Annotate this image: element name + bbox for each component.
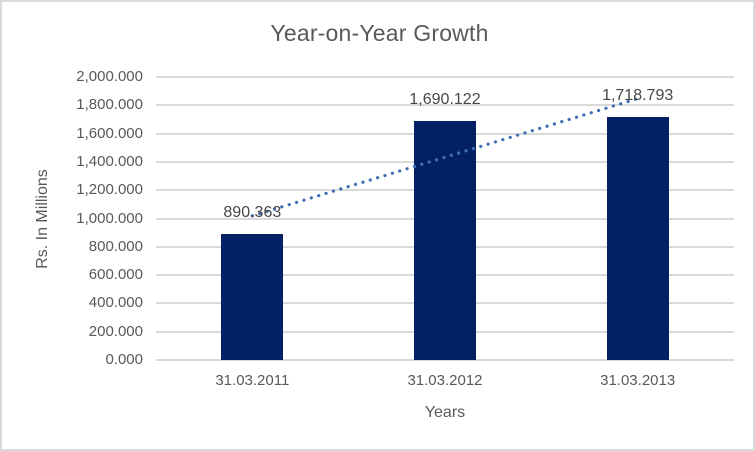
y-tick-label: 1,000.000 [76,209,143,227]
x-tick-label: 31.03.2011 [215,372,290,389]
gridline [156,76,734,78]
y-tick-label: 1,800.000 [76,96,143,114]
y-tick-label: 1,600.000 [76,124,143,142]
x-axis-title: Years [424,404,466,421]
data-label: 890.363 [223,204,282,221]
bar-31.03.2013 [606,116,669,360]
gridline [156,359,734,361]
y-tick-label: 800.000 [88,237,143,255]
y-tick-label: 0.000 [105,351,143,368]
data-label: 1,690.122 [409,90,481,108]
bar-31.03.2011 [221,234,284,360]
chart-title: Year-on-Year Growth [270,20,489,46]
x-tick-label: 31.03.2012 [407,372,483,389]
y-tick-label: 600.000 [88,266,143,284]
y-tick-label: 400.000 [88,294,143,312]
x-tick-label: 31.03.2013 [600,372,676,389]
y-tick-label: 200.000 [88,322,143,340]
data-label: 1,718.793 [602,86,674,104]
y-tick-label: 1,200.000 [76,181,143,199]
bar-31.03.2012 [414,120,476,360]
y-tick-label: 2,000.000 [76,68,143,85]
y-tick-label: 1,400.000 [76,152,143,170]
